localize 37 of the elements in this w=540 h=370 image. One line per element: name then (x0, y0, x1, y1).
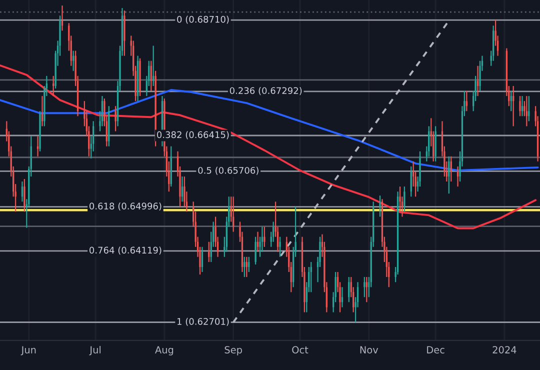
candlestick (410, 166, 412, 198)
candlestick (399, 186, 401, 212)
candlestick (181, 176, 184, 202)
candlestick (519, 95, 521, 117)
ref-line-label: 0 (0.68710) (177, 16, 229, 24)
candlestick (419, 150, 421, 188)
candlestick (479, 60, 481, 92)
x-tick-label: Sep (224, 346, 242, 356)
ref-line-label: 0.764 (0.64119) (90, 246, 162, 255)
candlestick (184, 176, 186, 208)
x-tick-label: Oct (292, 346, 308, 354)
candlestick (41, 95, 44, 127)
candlestick (379, 195, 381, 218)
ref-line-label: 0.236 (0.67292) (230, 87, 302, 96)
candlestick (232, 196, 234, 232)
candlestick (364, 276, 366, 298)
candlestick (244, 256, 246, 278)
candlestick (139, 58, 141, 97)
x-tick-label: 2024 (492, 346, 516, 354)
candlestick (279, 236, 281, 258)
candlestick (21, 180, 24, 202)
x-tick-label: Nov (360, 346, 378, 354)
ref-line-label: 1 (0.62701) (178, 318, 229, 326)
x-tick-label: Jul (89, 346, 101, 356)
x-tick-label: Jun (20, 346, 36, 356)
candlestick (254, 236, 256, 266)
ref-line-label: 0.382 (0.66415) (157, 131, 229, 140)
candlestick (450, 156, 452, 182)
candlestick (404, 186, 406, 212)
candlestick (114, 106, 116, 132)
ref-line-label: 0.618 (0.64996) (90, 202, 162, 211)
candlestick (264, 226, 266, 248)
x-tick-label: Dec (427, 346, 444, 354)
ref-line-label: 0.5 (0.65706) (198, 166, 258, 175)
x-tick-label: Aug (155, 346, 174, 356)
candlestick (101, 95, 104, 127)
candlestick (24, 178, 26, 212)
